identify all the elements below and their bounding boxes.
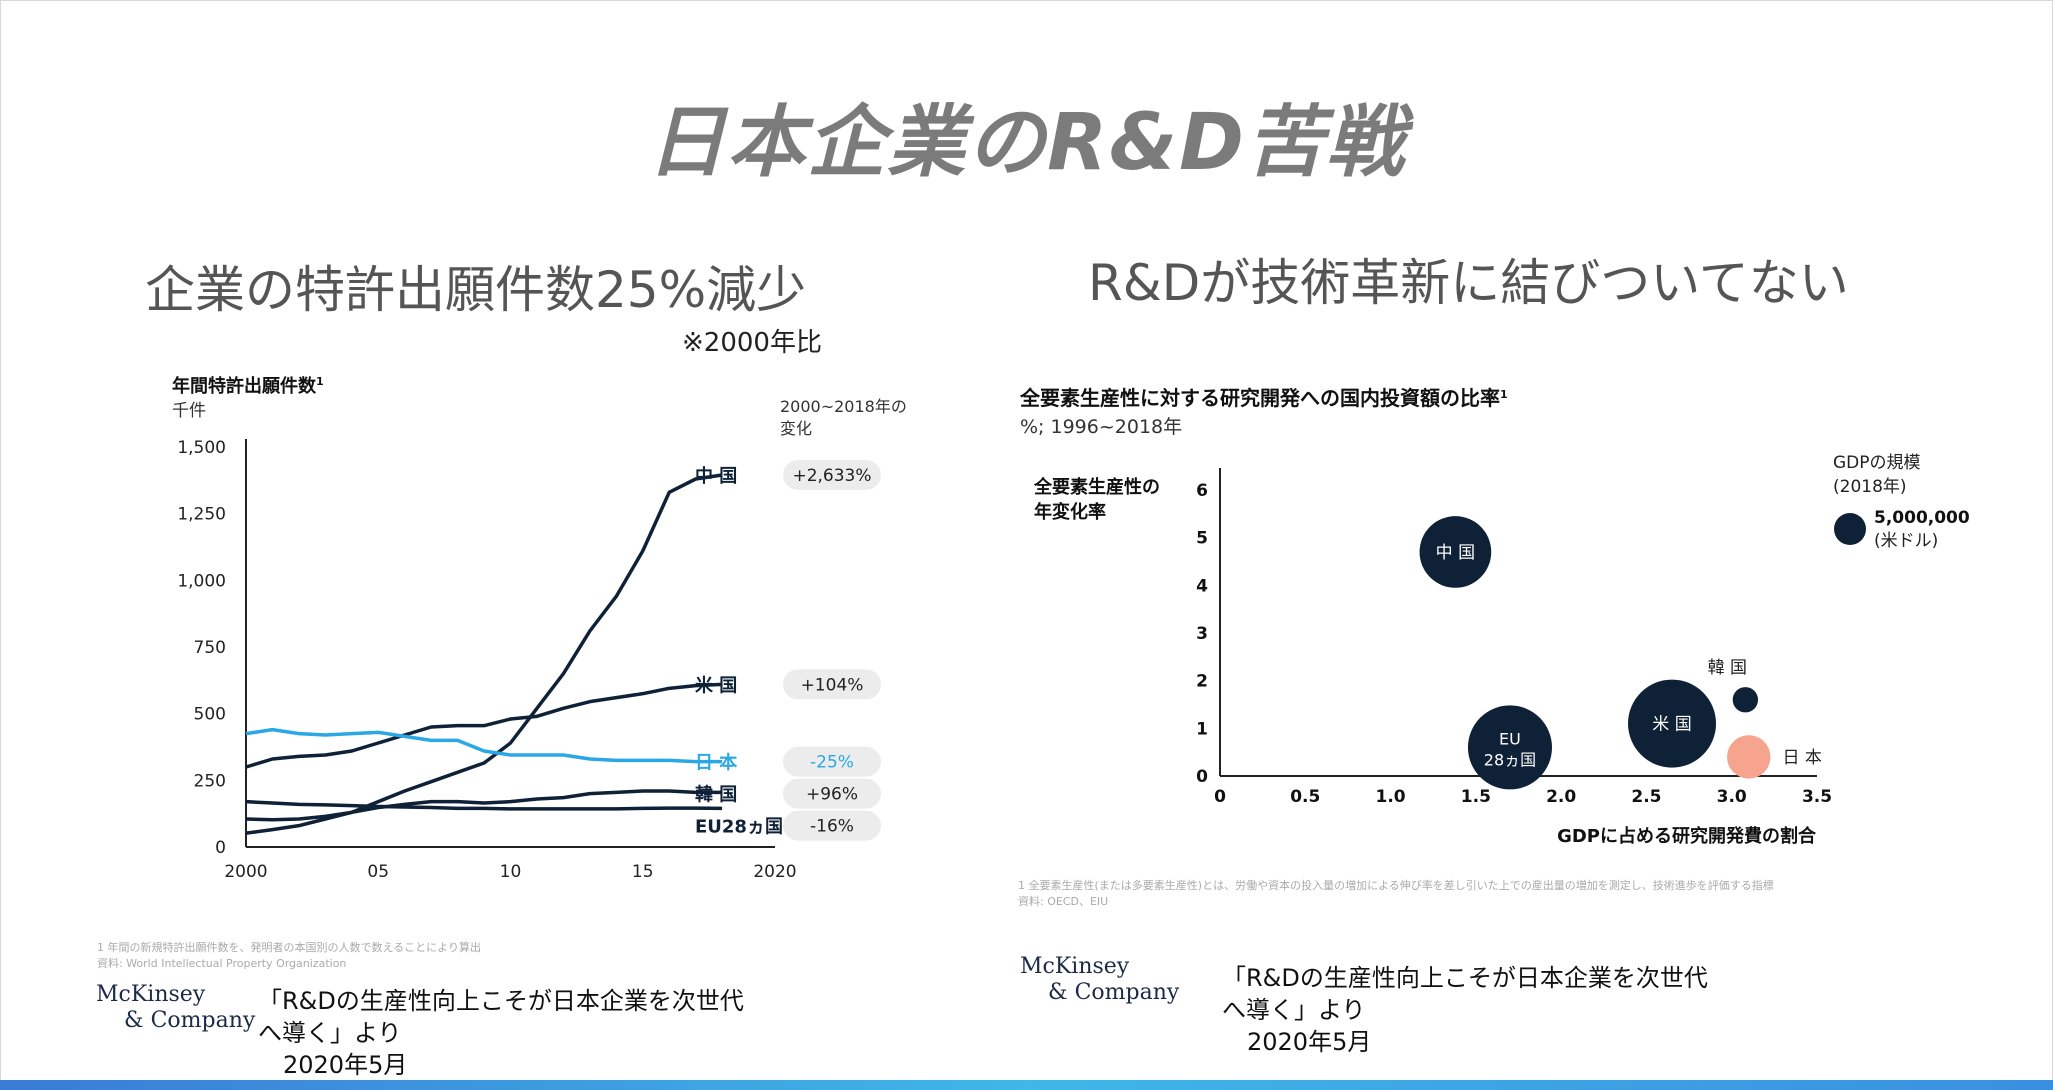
legend-title-line1: GDPの規模 (1833, 453, 1921, 473)
bubble-label-0: 中 国 (1436, 543, 1475, 563)
y-tick-label: 2 (1196, 672, 1208, 692)
x-tick-label: 3.0 (1717, 787, 1747, 807)
series-label-1: 米 国 (695, 674, 737, 696)
right-cite-line1: 「R&Dの生産性向上こそが日本企業を次世代 (1222, 964, 1708, 992)
change-header-line2: 変化 (780, 419, 812, 438)
bubble-label-1: EU (1499, 729, 1521, 748)
bubble-label-sub-1: 28ヵ国 (1484, 750, 1536, 769)
left-cite-line2: へ導く」より (258, 1019, 402, 1047)
change-badge-1 (783, 669, 881, 700)
line-chart-title: 年間特許出願件数1 (172, 375, 324, 397)
y-tick-label: 6 (1196, 481, 1208, 501)
right-subtitle: R&Dが技術革新に結びついてない (1088, 254, 1849, 312)
right-source: 1 全要素生産性(または多要素生産性)とは、労働や資本の投入量の増加による伸び率… (1018, 878, 1774, 910)
x-tick-label: 0.5 (1290, 787, 1320, 807)
series-line-1 (245, 682, 723, 769)
legend-unit: (米ドル) (1874, 531, 1938, 551)
x-tick-label: 05 (367, 862, 389, 882)
x-tick-label: 2.0 (1546, 787, 1576, 807)
patent-line-chart: 年間特許出願件数1 千件 2000~2018年の 変化 0 250 500 750 1,… (172, 375, 907, 882)
legend-title-line2: (2018年) (1833, 477, 1907, 497)
bubble-label-2: 米 国 (1652, 715, 1691, 735)
x-tick-label: 10 (500, 862, 522, 882)
bubble-4 (1727, 735, 1771, 779)
bubble-chart: 全要素生産性に対する研究開発への国内投資額の比率1 %; 1996~2018年 … (1019, 386, 1970, 847)
y-tick-label: 1,250 (177, 505, 226, 525)
legend-bubble (1834, 513, 1866, 545)
left-citation: 「R&Dの生産性向上こそが日本企業を次世代 へ導く」より 2020年5月 (258, 985, 744, 1081)
left-mckinsey-logo: McKinsey & Company (96, 982, 255, 1034)
right-cite-line3: 2020年5月 (1247, 1028, 1372, 1056)
bubble-chart-subtitle: %; 1996~2018年 (1020, 416, 1182, 438)
series-line-3 (245, 789, 723, 822)
series-label-0: 中 国 (695, 465, 737, 487)
y-tick-label: 3 (1196, 624, 1208, 644)
x-tick-label: 2.5 (1631, 787, 1661, 807)
bubble-label-4: 日 本 (1783, 748, 1822, 768)
change-badge-3 (783, 778, 881, 809)
bubble-2 (1628, 679, 1717, 768)
change-value-4: -16% (810, 817, 854, 837)
series-label-3: 韓 国 (695, 784, 737, 806)
right-citation: 「R&Dの生産性向上こそが日本企業を次世代 へ導く」より 2020年5月 (1222, 962, 1708, 1058)
y-tick-label: 5 (1196, 529, 1208, 549)
y-tick-label: 0 (1196, 767, 1208, 787)
series-line-0 (245, 473, 723, 835)
left-cite-line3: 2020年5月 (283, 1051, 408, 1079)
right-logo-line2: & Company (1048, 980, 1180, 1005)
series-line-4 (245, 799, 723, 811)
legend-value: 5,000,000 (1874, 508, 1970, 528)
right-cite-line2: へ導く」より (1222, 996, 1366, 1024)
y-tick-label: 250 (194, 771, 226, 791)
x-tick-label: 15 (632, 862, 654, 882)
left-note: ※2000年比 (682, 328, 822, 358)
bubble-label-3: 韓 国 (1708, 658, 1747, 678)
x-axis-label: GDPに占める研究開発費の割合 (1557, 825, 1817, 847)
x-tick-label: 1.5 (1461, 787, 1491, 807)
right-mckinsey-logo: McKinsey & Company (1020, 954, 1179, 1006)
line-chart-unit: 千件 (172, 401, 206, 421)
slide-title: 日本企業のR&D苦戦 (647, 98, 1406, 188)
change-value-3: +96% (806, 785, 858, 805)
change-value-2: -25% (810, 753, 854, 773)
change-value-0: +2,633% (792, 466, 871, 486)
left-cite-line1: 「R&Dの生産性向上こそが日本企業を次世代 (258, 987, 744, 1015)
y-tick-label: 1,000 (177, 571, 226, 591)
left-source-line1: 1 年間の新規特許出願件数を、発明者の本国別の人数で数えることにより算出 (97, 941, 481, 954)
y-tick-label: 4 (1196, 576, 1208, 596)
x-tick-label: 0 (1214, 787, 1226, 807)
y-tick-label: 500 (194, 705, 226, 725)
series-label-2: 日 本 (695, 752, 737, 774)
bubble-0 (1419, 516, 1492, 588)
y-tick-label: 0 (215, 838, 226, 858)
right-source-line2: 資料: OECD、EIU (1018, 895, 1109, 908)
change-header-line1: 2000~2018年の (780, 397, 907, 416)
x-tick-label: 3.5 (1802, 787, 1832, 807)
change-value-1: +104% (801, 675, 864, 695)
y-tick-label: 1 (1196, 719, 1208, 739)
left-source: 1 年間の新規特許出願件数を、発明者の本国別の人数で数えることにより算出 資料:… (97, 940, 481, 972)
left-subtitle: 企業の特許出願件数25%減少 (145, 261, 807, 319)
change-badge-4 (783, 810, 881, 841)
y-tick-label: 1,500 (177, 438, 226, 458)
right-source-line1: 1 全要素生産性(または多要素生産性)とは、労働や資本の投入量の増加による伸び率… (1018, 879, 1774, 892)
left-logo-line1: McKinsey (96, 982, 206, 1007)
series-label-4: EU28ヵ国 (695, 817, 783, 838)
right-logo-line1: McKinsey (1020, 954, 1130, 979)
series-line-2 (245, 727, 723, 764)
change-badge-0 (783, 460, 881, 490)
x-tick-label: 2000 (224, 862, 267, 882)
x-tick-label: 1.0 (1376, 787, 1406, 807)
bubble-1 (1467, 705, 1552, 790)
left-logo-line2: & Company (124, 1008, 256, 1033)
y-axis-label-line2: 年変化率 (1034, 501, 1106, 523)
left-source-line2: 資料: World Intellectual Property Organiza… (97, 957, 347, 970)
bubble-chart-title: 全要素生産性に対する研究開発への国内投資額の比率1 (1019, 386, 1508, 410)
y-axis-label-line1: 全要素生産性の (1033, 476, 1160, 498)
x-tick-label: 2020 (753, 862, 796, 882)
y-tick-label: 750 (194, 638, 226, 658)
bottom-accent-bar (0, 1080, 2053, 1090)
bubble-3 (1732, 687, 1759, 713)
change-badge-2 (783, 746, 881, 777)
